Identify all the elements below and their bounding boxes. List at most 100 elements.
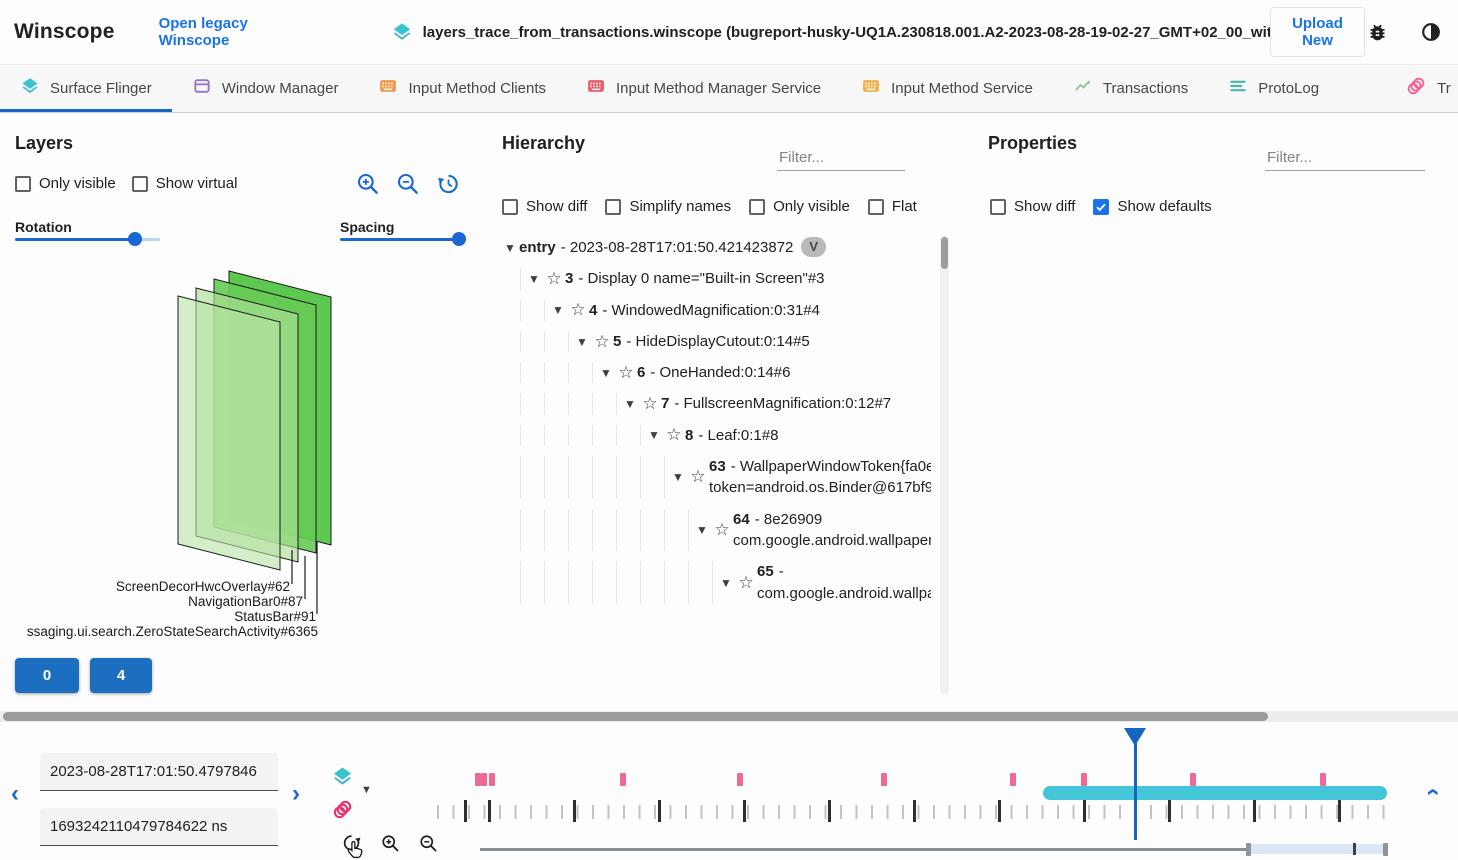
transition-event-mark[interactable] xyxy=(1320,773,1326,786)
spacing-slider-thumb[interactable] xyxy=(452,232,466,246)
tree-row[interactable]: ▼ ☆ 64- 8e26909 com.google.android.wallpa… xyxy=(497,504,931,557)
transition-event-mark[interactable] xyxy=(489,773,495,786)
collapse-arrow-icon[interactable]: ▼ xyxy=(552,303,564,318)
timeline-selection-bar[interactable] xyxy=(1043,786,1387,800)
timeline-ruler-minor-ticks[interactable] xyxy=(437,805,1396,819)
zoom-range-handle-left[interactable] xyxy=(1246,843,1251,856)
zoom-range-selection[interactable] xyxy=(1246,844,1388,854)
zoom-range-track[interactable] xyxy=(480,848,1388,851)
zoom-in-icon[interactable] xyxy=(380,833,401,854)
tree-row-entry[interactable]: ▼ entry - 2023-08-28T17:01:50.421423872 V xyxy=(497,232,931,263)
timestamp-ns-input[interactable] xyxy=(40,808,278,846)
only-visible-checkbox[interactable] xyxy=(15,175,31,192)
transition-event-mark[interactable] xyxy=(737,773,743,786)
tab-input-method-clients[interactable]: Input Method Clients xyxy=(358,65,566,112)
simplify-names-checkbox[interactable] xyxy=(605,198,622,215)
tab-transactions[interactable]: Transactions xyxy=(1053,65,1208,112)
restore-view-icon[interactable] xyxy=(435,171,461,197)
star-icon[interactable]: ☆ xyxy=(618,362,634,382)
tab-transitions[interactable]: Tr xyxy=(1385,65,1458,112)
layer-label[interactable]: ssaging.ui.search.ZeroStateSearchActivit… xyxy=(27,624,318,639)
collapse-arrow-icon[interactable]: ▼ xyxy=(576,334,588,349)
show-defaults-checkbox[interactable] xyxy=(1093,198,1110,215)
layers-icon[interactable] xyxy=(331,765,354,788)
transition-event-mark[interactable] xyxy=(620,773,626,786)
trace-selector-caret-icon[interactable]: ▼ xyxy=(361,784,372,796)
timeline-zoom-tools xyxy=(341,832,439,854)
tree-row[interactable]: ▼ ☆ 6- OneHanded:0:14#6 xyxy=(497,357,931,388)
tree-row[interactable]: ▼ ☆ 4- WindowedMagnification:0:31#4 xyxy=(497,295,931,326)
layers-panel: Layers Only visible Show virtual Rotatio… xyxy=(0,113,487,711)
horizontal-scrollbar-thumb[interactable] xyxy=(3,712,1268,721)
star-icon[interactable]: ☆ xyxy=(594,331,610,351)
tree-row[interactable]: ▼ ☆ 8- Leaf:0:1#8 xyxy=(497,420,931,451)
show-diff-checkbox[interactable] xyxy=(502,198,518,215)
collapse-arrow-icon[interactable]: ▼ xyxy=(720,575,732,590)
layer-label[interactable]: StatusBar#91 xyxy=(234,609,316,624)
zoom-out-icon[interactable] xyxy=(395,171,421,197)
zoom-range-handle-right[interactable] xyxy=(1383,843,1388,856)
reset-zoom-icon[interactable] xyxy=(341,832,363,854)
tab-input-method-service[interactable]: Input Method Service xyxy=(841,65,1053,112)
horizontal-scrollbar[interactable] xyxy=(0,711,1458,722)
star-icon[interactable]: ☆ xyxy=(666,425,682,445)
collapse-arrow-icon[interactable]: ▼ xyxy=(696,522,708,537)
zoom-out-icon[interactable] xyxy=(418,833,439,854)
star-icon[interactable]: ☆ xyxy=(738,572,754,592)
star-icon[interactable]: ☆ xyxy=(690,467,706,487)
show-diff-checkbox[interactable] xyxy=(990,198,1006,215)
transition-event-mark[interactable] xyxy=(475,773,481,786)
layers-3d-canvas[interactable]: ScreenDecorHwcOverlay#62 NavigationBar0#… xyxy=(0,250,487,650)
upload-new-button[interactable]: Upload New xyxy=(1269,7,1366,57)
previous-entry-chevron[interactable]: ‹ xyxy=(11,780,19,807)
transition-event-mark[interactable] xyxy=(1081,773,1087,786)
star-icon[interactable]: ☆ xyxy=(642,394,658,414)
collapse-arrow-icon[interactable]: ▼ xyxy=(504,240,516,255)
dark-mode-toggle-icon[interactable] xyxy=(1420,21,1442,43)
collapse-arrow-icon[interactable]: ▼ xyxy=(624,397,636,412)
transitions-icon[interactable] xyxy=(331,798,354,821)
tab-input-method-manager-service[interactable]: Input Method Manager Service xyxy=(566,65,841,112)
display-button-0[interactable]: 0 xyxy=(15,658,79,693)
star-icon[interactable]: ☆ xyxy=(570,300,586,320)
collapse-arrow-icon[interactable]: ▼ xyxy=(648,428,660,443)
show-virtual-checkbox[interactable] xyxy=(131,175,148,192)
star-icon[interactable]: ☆ xyxy=(714,519,730,539)
tree-scrollbar-thumb[interactable] xyxy=(941,237,948,269)
transition-event-mark[interactable] xyxy=(1010,773,1016,786)
collapse-arrow-icon[interactable]: ▼ xyxy=(600,365,612,380)
display-button-4[interactable]: 4 xyxy=(90,658,152,693)
tree-row[interactable]: ▼ ☆ 7- FullscreenMagnification:0:12#7 xyxy=(497,388,931,419)
rotation-slider-thumb[interactable] xyxy=(128,232,142,246)
only-visible-checkbox[interactable] xyxy=(749,198,766,215)
hierarchy-filter-input[interactable] xyxy=(777,145,905,171)
tree-row[interactable]: ▼ ☆ 3- Display 0 name="Built-in Screen"#3 xyxy=(497,263,931,294)
zoom-in-icon[interactable] xyxy=(355,171,381,197)
transition-event-mark[interactable] xyxy=(881,773,887,786)
tree-scrollbar[interactable] xyxy=(940,235,949,695)
collapse-arrow-icon[interactable]: ▼ xyxy=(528,271,540,286)
flat-checkbox[interactable] xyxy=(867,198,884,215)
next-entry-chevron[interactable]: › xyxy=(292,780,300,807)
transition-event-mark[interactable] xyxy=(1190,773,1196,786)
rotation-slider-track-rest[interactable] xyxy=(135,238,160,241)
properties-filter-input[interactable] xyxy=(1265,145,1425,171)
open-legacy-winscope-link[interactable]: Open legacy Winscope xyxy=(158,15,248,49)
tree-row[interactable]: ▼ ☆ 5- HideDisplayCutout:0:14#5 xyxy=(497,326,931,357)
tree-row[interactable]: ▼☆ 63- WallpaperWindowToken{fa0eef6 toke… xyxy=(497,451,931,504)
tree-row[interactable]: ▼☆ 65- com.google.android.wallpaper.effe… xyxy=(497,556,931,609)
layer-label[interactable]: ScreenDecorHwcOverlay#62 xyxy=(116,579,290,594)
tab-surface-flinger[interactable]: Surface Flinger xyxy=(0,65,172,112)
star-icon[interactable]: ☆ xyxy=(546,268,562,288)
bug-report-icon[interactable] xyxy=(1367,22,1388,43)
spacing-slider-track[interactable] xyxy=(340,238,459,241)
layer-label[interactable]: NavigationBar0#87 xyxy=(188,594,303,609)
expand-timeline-chevron[interactable]: › xyxy=(1418,788,1445,796)
collapse-arrow-icon[interactable]: ▼ xyxy=(672,470,684,485)
transition-event-mark[interactable] xyxy=(481,773,487,786)
timestamp-human-input[interactable] xyxy=(40,753,278,791)
layer-rect[interactable] xyxy=(177,295,281,571)
tab-protolog[interactable]: ProtoLog xyxy=(1208,65,1339,112)
rotation-slider-track[interactable] xyxy=(15,238,135,241)
tab-window-manager[interactable]: Window Manager xyxy=(172,65,359,112)
